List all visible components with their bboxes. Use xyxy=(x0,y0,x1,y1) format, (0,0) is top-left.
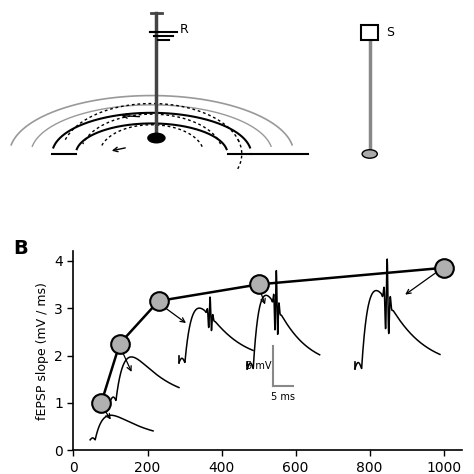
Text: R: R xyxy=(180,23,189,36)
Point xyxy=(155,297,163,305)
Text: 5 ms: 5 ms xyxy=(271,392,295,402)
Circle shape xyxy=(148,133,165,143)
Circle shape xyxy=(362,150,377,158)
Text: 5 mV: 5 mV xyxy=(246,361,272,371)
Text: S: S xyxy=(386,26,394,39)
Bar xyxy=(362,25,378,40)
Point xyxy=(440,264,447,272)
Point xyxy=(98,399,105,407)
Y-axis label: fEPSP slope (mV / ms): fEPSP slope (mV / ms) xyxy=(36,282,49,419)
Point xyxy=(255,281,262,288)
Point xyxy=(116,340,124,347)
Text: B: B xyxy=(13,239,28,258)
